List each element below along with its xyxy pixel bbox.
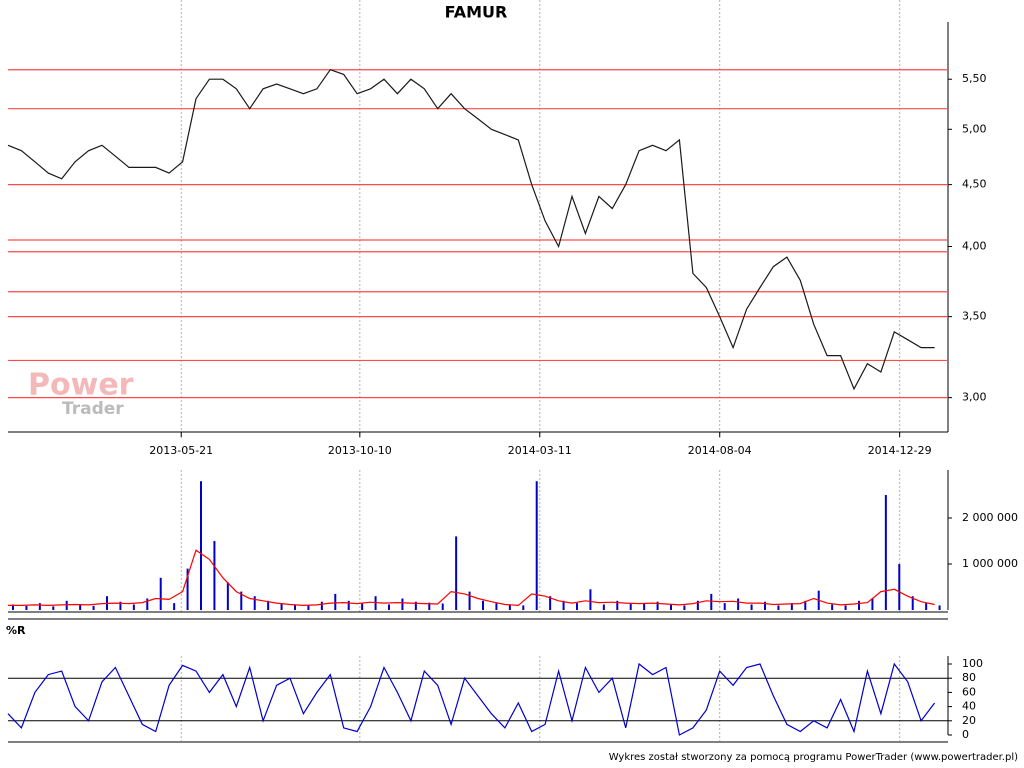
volume-bar bbox=[482, 600, 484, 610]
volume-bar bbox=[361, 603, 364, 610]
volume-bar bbox=[12, 604, 14, 610]
volume-bar bbox=[213, 541, 216, 610]
y-tick-label: 5,50 bbox=[962, 72, 987, 85]
y-tick-label: 3,50 bbox=[962, 310, 987, 323]
volume-bar bbox=[549, 596, 552, 610]
volume-bar bbox=[240, 591, 243, 610]
y-tick-label: 3,00 bbox=[962, 391, 987, 404]
y-tick-label: 4,50 bbox=[962, 178, 987, 191]
volume-bar bbox=[737, 598, 740, 610]
volume-bar bbox=[871, 598, 874, 610]
volume-bar bbox=[79, 604, 82, 610]
volume-bar bbox=[616, 600, 619, 610]
volume-bar bbox=[938, 605, 941, 610]
volume-bar bbox=[522, 605, 525, 610]
chart-title: FAMUR bbox=[445, 3, 508, 22]
volume-bar bbox=[65, 600, 68, 610]
volume-bar bbox=[468, 591, 471, 610]
y-tick-label: 0 bbox=[962, 728, 969, 741]
volume-bar bbox=[414, 601, 417, 610]
volume-bar bbox=[884, 495, 887, 610]
volume-bar bbox=[173, 603, 176, 610]
logo-trader: Trader bbox=[62, 399, 124, 419]
volume-bar bbox=[38, 603, 41, 610]
volume-bar bbox=[750, 604, 753, 610]
y-tick-label: 80 bbox=[962, 671, 976, 684]
y-tick-label: 1 000 000 bbox=[962, 557, 1018, 570]
y-tick-label: 100 bbox=[962, 657, 983, 670]
x-tick-label: 2014-12-29 bbox=[868, 444, 932, 457]
volume-bar bbox=[267, 600, 270, 610]
volume-bar bbox=[925, 603, 928, 610]
volume-bar bbox=[401, 598, 404, 610]
volume-bar bbox=[777, 605, 780, 610]
x-tick-label: 2013-05-21 bbox=[149, 444, 213, 457]
series-line bbox=[7, 68, 935, 391]
volume-bar bbox=[576, 603, 578, 610]
series-line bbox=[8, 549, 935, 607]
volume-bar bbox=[186, 568, 189, 610]
volume-bar bbox=[388, 604, 390, 610]
volume-bar bbox=[858, 600, 860, 610]
volume-bar bbox=[119, 601, 122, 610]
volume-bar bbox=[455, 536, 458, 610]
volume-bar bbox=[683, 605, 686, 610]
volume-bar bbox=[670, 604, 672, 610]
volume-bar bbox=[911, 596, 914, 610]
volume-bar bbox=[428, 602, 431, 610]
volume-bar bbox=[495, 603, 498, 610]
volume-bar bbox=[831, 604, 834, 610]
volume-bar bbox=[696, 600, 699, 610]
x-tick-label: 2014-08-04 bbox=[688, 444, 752, 457]
volume-bar bbox=[159, 577, 162, 610]
volume-bar bbox=[589, 589, 592, 610]
volume-bar bbox=[898, 564, 901, 610]
x-tick-label: 2014-03-11 bbox=[508, 444, 572, 457]
volume-bar bbox=[656, 601, 659, 610]
y-tick-label: 60 bbox=[962, 685, 976, 698]
volume-bar bbox=[347, 600, 350, 610]
volume-bar bbox=[52, 606, 55, 610]
volume-bar bbox=[441, 603, 444, 610]
volume-bar bbox=[602, 604, 605, 610]
volume-bar bbox=[320, 601, 323, 610]
volume-bar bbox=[294, 604, 296, 610]
volume-bar bbox=[226, 582, 229, 610]
volume-bar bbox=[535, 481, 538, 610]
volume-bar bbox=[643, 603, 646, 610]
volume-bar bbox=[146, 598, 149, 610]
volume-bar bbox=[710, 593, 713, 610]
volume-bar bbox=[334, 593, 337, 610]
volume-bar bbox=[629, 604, 632, 610]
volume-bar bbox=[723, 603, 726, 610]
y-tick-label: 20 bbox=[962, 714, 976, 727]
volume-bar bbox=[280, 603, 283, 610]
y-tick-label: 40 bbox=[962, 700, 976, 713]
volume-bar bbox=[844, 605, 847, 610]
x-tick-label: 2013-10-10 bbox=[328, 444, 392, 457]
volume-bar bbox=[307, 605, 310, 610]
y-tick-label: 2 000 000 bbox=[962, 511, 1018, 524]
footer: Wykres został stworzony za pomocą progra… bbox=[609, 752, 1018, 763]
volume-bar bbox=[764, 601, 766, 610]
volume-bar bbox=[253, 596, 256, 610]
volume-bar bbox=[25, 605, 28, 610]
volume-bar bbox=[92, 605, 95, 610]
y-tick-label: 5,00 bbox=[962, 122, 987, 135]
volume-bar bbox=[132, 604, 135, 610]
y-tick-label: 4,00 bbox=[962, 239, 987, 252]
volume-bar bbox=[804, 600, 807, 610]
series-line bbox=[7, 662, 936, 736]
volume-bar bbox=[790, 603, 793, 610]
logo-power: Power bbox=[28, 368, 134, 403]
volume-bar bbox=[200, 481, 202, 610]
y-axis-label: %R bbox=[6, 624, 26, 637]
volume-bar bbox=[508, 604, 511, 610]
volume-bar bbox=[562, 600, 565, 610]
